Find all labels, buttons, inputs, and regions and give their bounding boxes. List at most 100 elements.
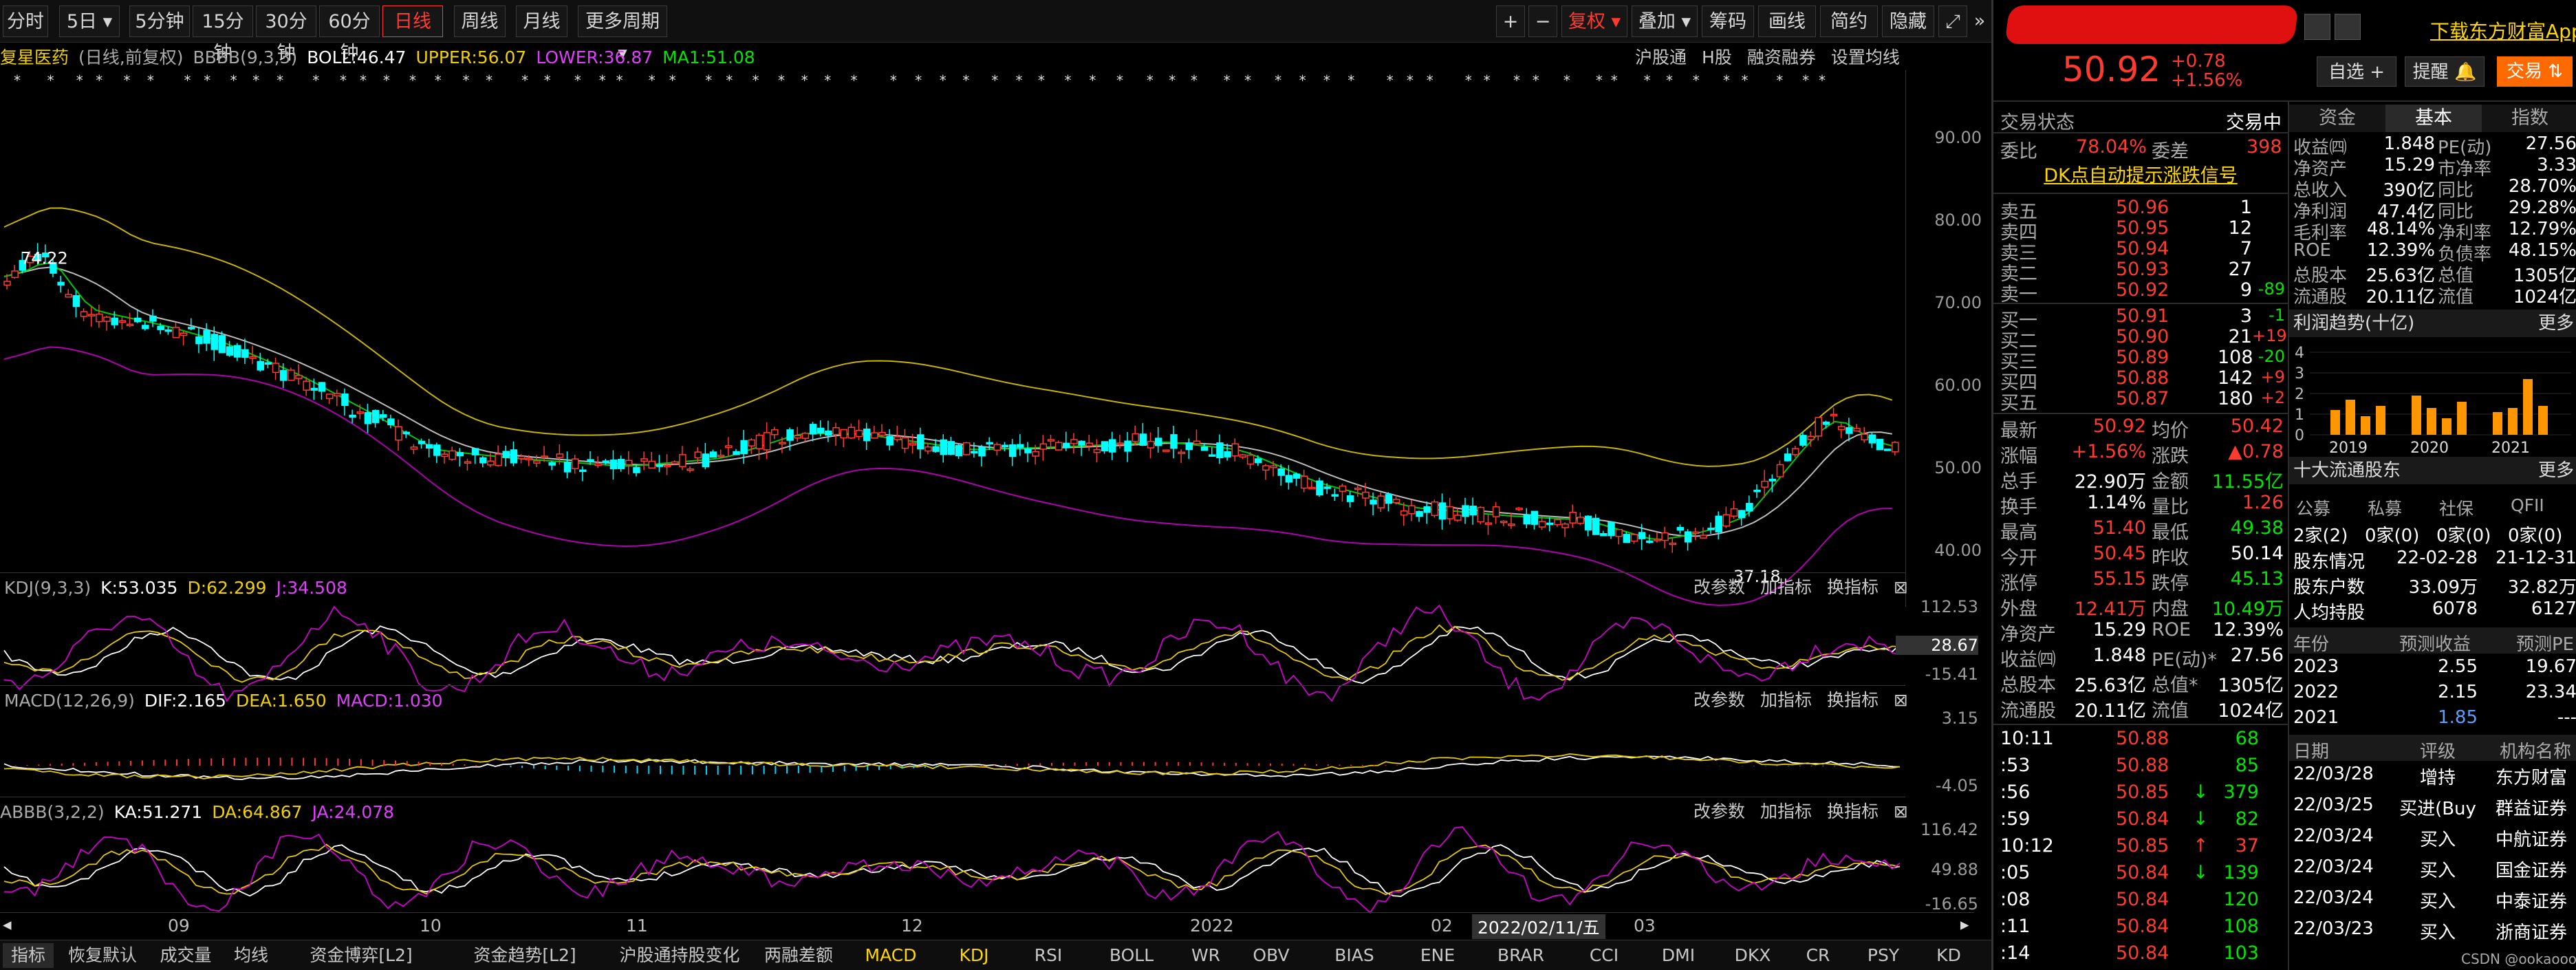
ratings-header [2289, 735, 2576, 761]
link-set-ma[interactable]: 设置均线 [1830, 47, 1900, 67]
macd-close-icon[interactable]: ⊠ [1894, 690, 1908, 710]
indicator-tab[interactable]: WR [1191, 945, 1221, 965]
download-app-link[interactable]: 下载东方财富App [2430, 20, 2576, 43]
period-monthly[interactable]: 月线 [516, 6, 567, 37]
overlay-button[interactable]: 叠加 ▾ [1632, 6, 1698, 37]
candle-body [441, 453, 448, 457]
period-15min[interactable]: 15分钟 [193, 6, 253, 64]
tab-1[interactable]: 基本 [2385, 105, 2482, 132]
period-5day[interactable]: 5日 ▾ [59, 6, 120, 37]
candle-body [1438, 502, 1447, 520]
holders-more-link[interactable]: 更多 [2537, 460, 2574, 481]
abbb-change-indicator[interactable]: 换指标 [1827, 801, 1879, 821]
alert-label: 提醒 [2412, 62, 2449, 83]
indicator-tab[interactable]: DKX [1734, 945, 1771, 965]
scroll-right-icon[interactable]: ▸ [1960, 914, 1969, 934]
fund-value: 1.848 [2383, 133, 2435, 154]
indicator-tab[interactable]: BOLL [1109, 945, 1154, 965]
kdj-add-indicator[interactable]: 加指标 [1760, 577, 1812, 597]
profit-more-link[interactable]: 更多 [2537, 313, 2574, 334]
expand-icon[interactable]: ⤢ [1938, 6, 1967, 37]
indicator-tab[interactable]: 恢复默认 [67, 945, 137, 965]
simple-button[interactable]: 简约 [1820, 6, 1878, 37]
period-fenshi[interactable]: 分时 [3, 6, 48, 37]
ask-label: 卖五 [2000, 202, 2037, 223]
indicator-tab[interactable]: MACD [865, 945, 917, 965]
dk-signal-link[interactable]: DK点自动提示涨跌信号 [2044, 165, 2238, 186]
abbb-add-indicator[interactable]: 加指标 [1760, 801, 1812, 821]
tick-time: :14 [2000, 942, 2031, 964]
indicator-tab[interactable]: BRAR [1497, 945, 1544, 965]
indicator-tab[interactable]: DMI [1661, 945, 1696, 965]
zoom-out-button[interactable]: − [1528, 6, 1557, 37]
zoom-in-button[interactable]: + [1496, 6, 1525, 37]
tick-time: :05 [2000, 862, 2031, 883]
prev-stock-icon[interactable] [2304, 14, 2330, 40]
indicator-tab[interactable]: CCI [1589, 945, 1619, 965]
indicator-tab[interactable]: RSI [1034, 945, 1063, 965]
period-60min[interactable]: 60分钟 [319, 6, 380, 64]
bid-volume: 21 [2228, 326, 2252, 347]
candle-body [272, 363, 280, 374]
kdj-close-icon[interactable]: ⊠ [1894, 577, 1908, 597]
indicator-tab[interactable]: KD [1936, 945, 1961, 965]
kdj-edit-params[interactable]: 改参数 [1693, 577, 1746, 597]
chips-button[interactable]: 筹码 [1702, 6, 1754, 37]
quote-label: 金额 [2152, 471, 2189, 493]
candlestick-chart[interactable]: * * * * * * * * * * * * * * * * * * * * * * * * * * * * * * * * * * * * * * * *… [0, 70, 1905, 607]
fuquan-button[interactable]: 复权 ▾ [1561, 6, 1627, 37]
macd-change-indicator[interactable]: 换指标 [1827, 690, 1879, 710]
indicator-tab[interactable]: 均线 [233, 945, 268, 965]
tab-0[interactable]: 资金 [2289, 105, 2385, 132]
alert-button[interactable]: 提醒 🔔 [2405, 56, 2485, 87]
indicator-tab[interactable]: 资金博弈[L2] [310, 945, 413, 965]
period-30min[interactable]: 30分钟 [256, 6, 316, 64]
indicator-tab[interactable]: CR [1806, 945, 1830, 965]
macd-add-indicator[interactable]: 加指标 [1760, 690, 1812, 710]
macd-chart[interactable] [0, 714, 1905, 817]
link-hshare[interactable]: H股 [1702, 47, 1732, 67]
kdj-change-indicator[interactable]: 换指标 [1827, 577, 1879, 597]
tab-2[interactable]: 指数 [2482, 105, 2576, 132]
trade-button[interactable]: 交易 ⇅ [2497, 56, 2573, 87]
fund-label: 收益㈣ [2293, 138, 2348, 158]
draw-line-button[interactable]: 画线 [1758, 6, 1816, 37]
abbb-edit-params[interactable]: 改参数 [1693, 801, 1746, 821]
watchlist-button[interactable]: 自选 + [2317, 56, 2396, 87]
hide-button[interactable]: 隐藏 [1882, 6, 1934, 37]
abbb-chart[interactable] [0, 826, 1905, 915]
indicator-tab[interactable]: BIAS [1334, 945, 1374, 965]
indicator-tab[interactable]: 两融差额 [764, 945, 833, 965]
column-divider [2288, 100, 2289, 970]
abbb-close-icon[interactable]: ⊠ [1894, 801, 1908, 821]
chevron-right-icon[interactable]: » [1973, 10, 1986, 32]
indicator-tab[interactable]: 资金趋势[L2] [473, 945, 576, 965]
indicator-tab[interactable]: OBV [1253, 945, 1290, 965]
indicator-tab[interactable]: KDJ [959, 945, 989, 965]
indicator-tab[interactable]: PSY [1867, 945, 1900, 965]
candle-body [1185, 442, 1193, 451]
indicator-tab[interactable]: 沪股通持股变化 [619, 945, 740, 965]
quote-label: 均价 [2152, 420, 2189, 442]
scroll-left-icon[interactable]: ◂ [3, 914, 12, 934]
kdj-chart[interactable] [0, 603, 1905, 706]
macd-edit-params[interactable]: 改参数 [1693, 690, 1746, 710]
bid-label: 买四 [2000, 372, 2037, 394]
candle-body [717, 455, 725, 457]
period-more[interactable]: 更多周期 ▾ [578, 6, 667, 64]
link-hugutong[interactable]: 沪股通 [1635, 47, 1687, 67]
indicator-tab[interactable]: ENE [1420, 945, 1455, 965]
candle-body [310, 387, 318, 391]
candle-body [1101, 441, 1109, 452]
indicator-tab[interactable]: 成交量 [160, 945, 212, 965]
period-daily[interactable]: 日线 [382, 6, 443, 37]
candle-body [349, 414, 356, 418]
kline-chart-area[interactable]: 复星医药 (日线,前复权) BBBB(9,3,3) BOLL:46.47 UPPER:5… [0, 43, 1984, 939]
indicator-tab[interactable]: 指标 [3, 943, 54, 968]
link-margin[interactable]: 融资融券 [1746, 47, 1816, 67]
profit-bar [2376, 406, 2385, 435]
period-weekly[interactable]: 周线 [454, 6, 506, 37]
period-5min[interactable]: 5分钟 [129, 6, 190, 37]
next-stock-icon[interactable] [2335, 14, 2361, 40]
kdj-header: KDJ(9,3,3) K:53.035 D:62.299 J:34.508 [0, 572, 1905, 603]
